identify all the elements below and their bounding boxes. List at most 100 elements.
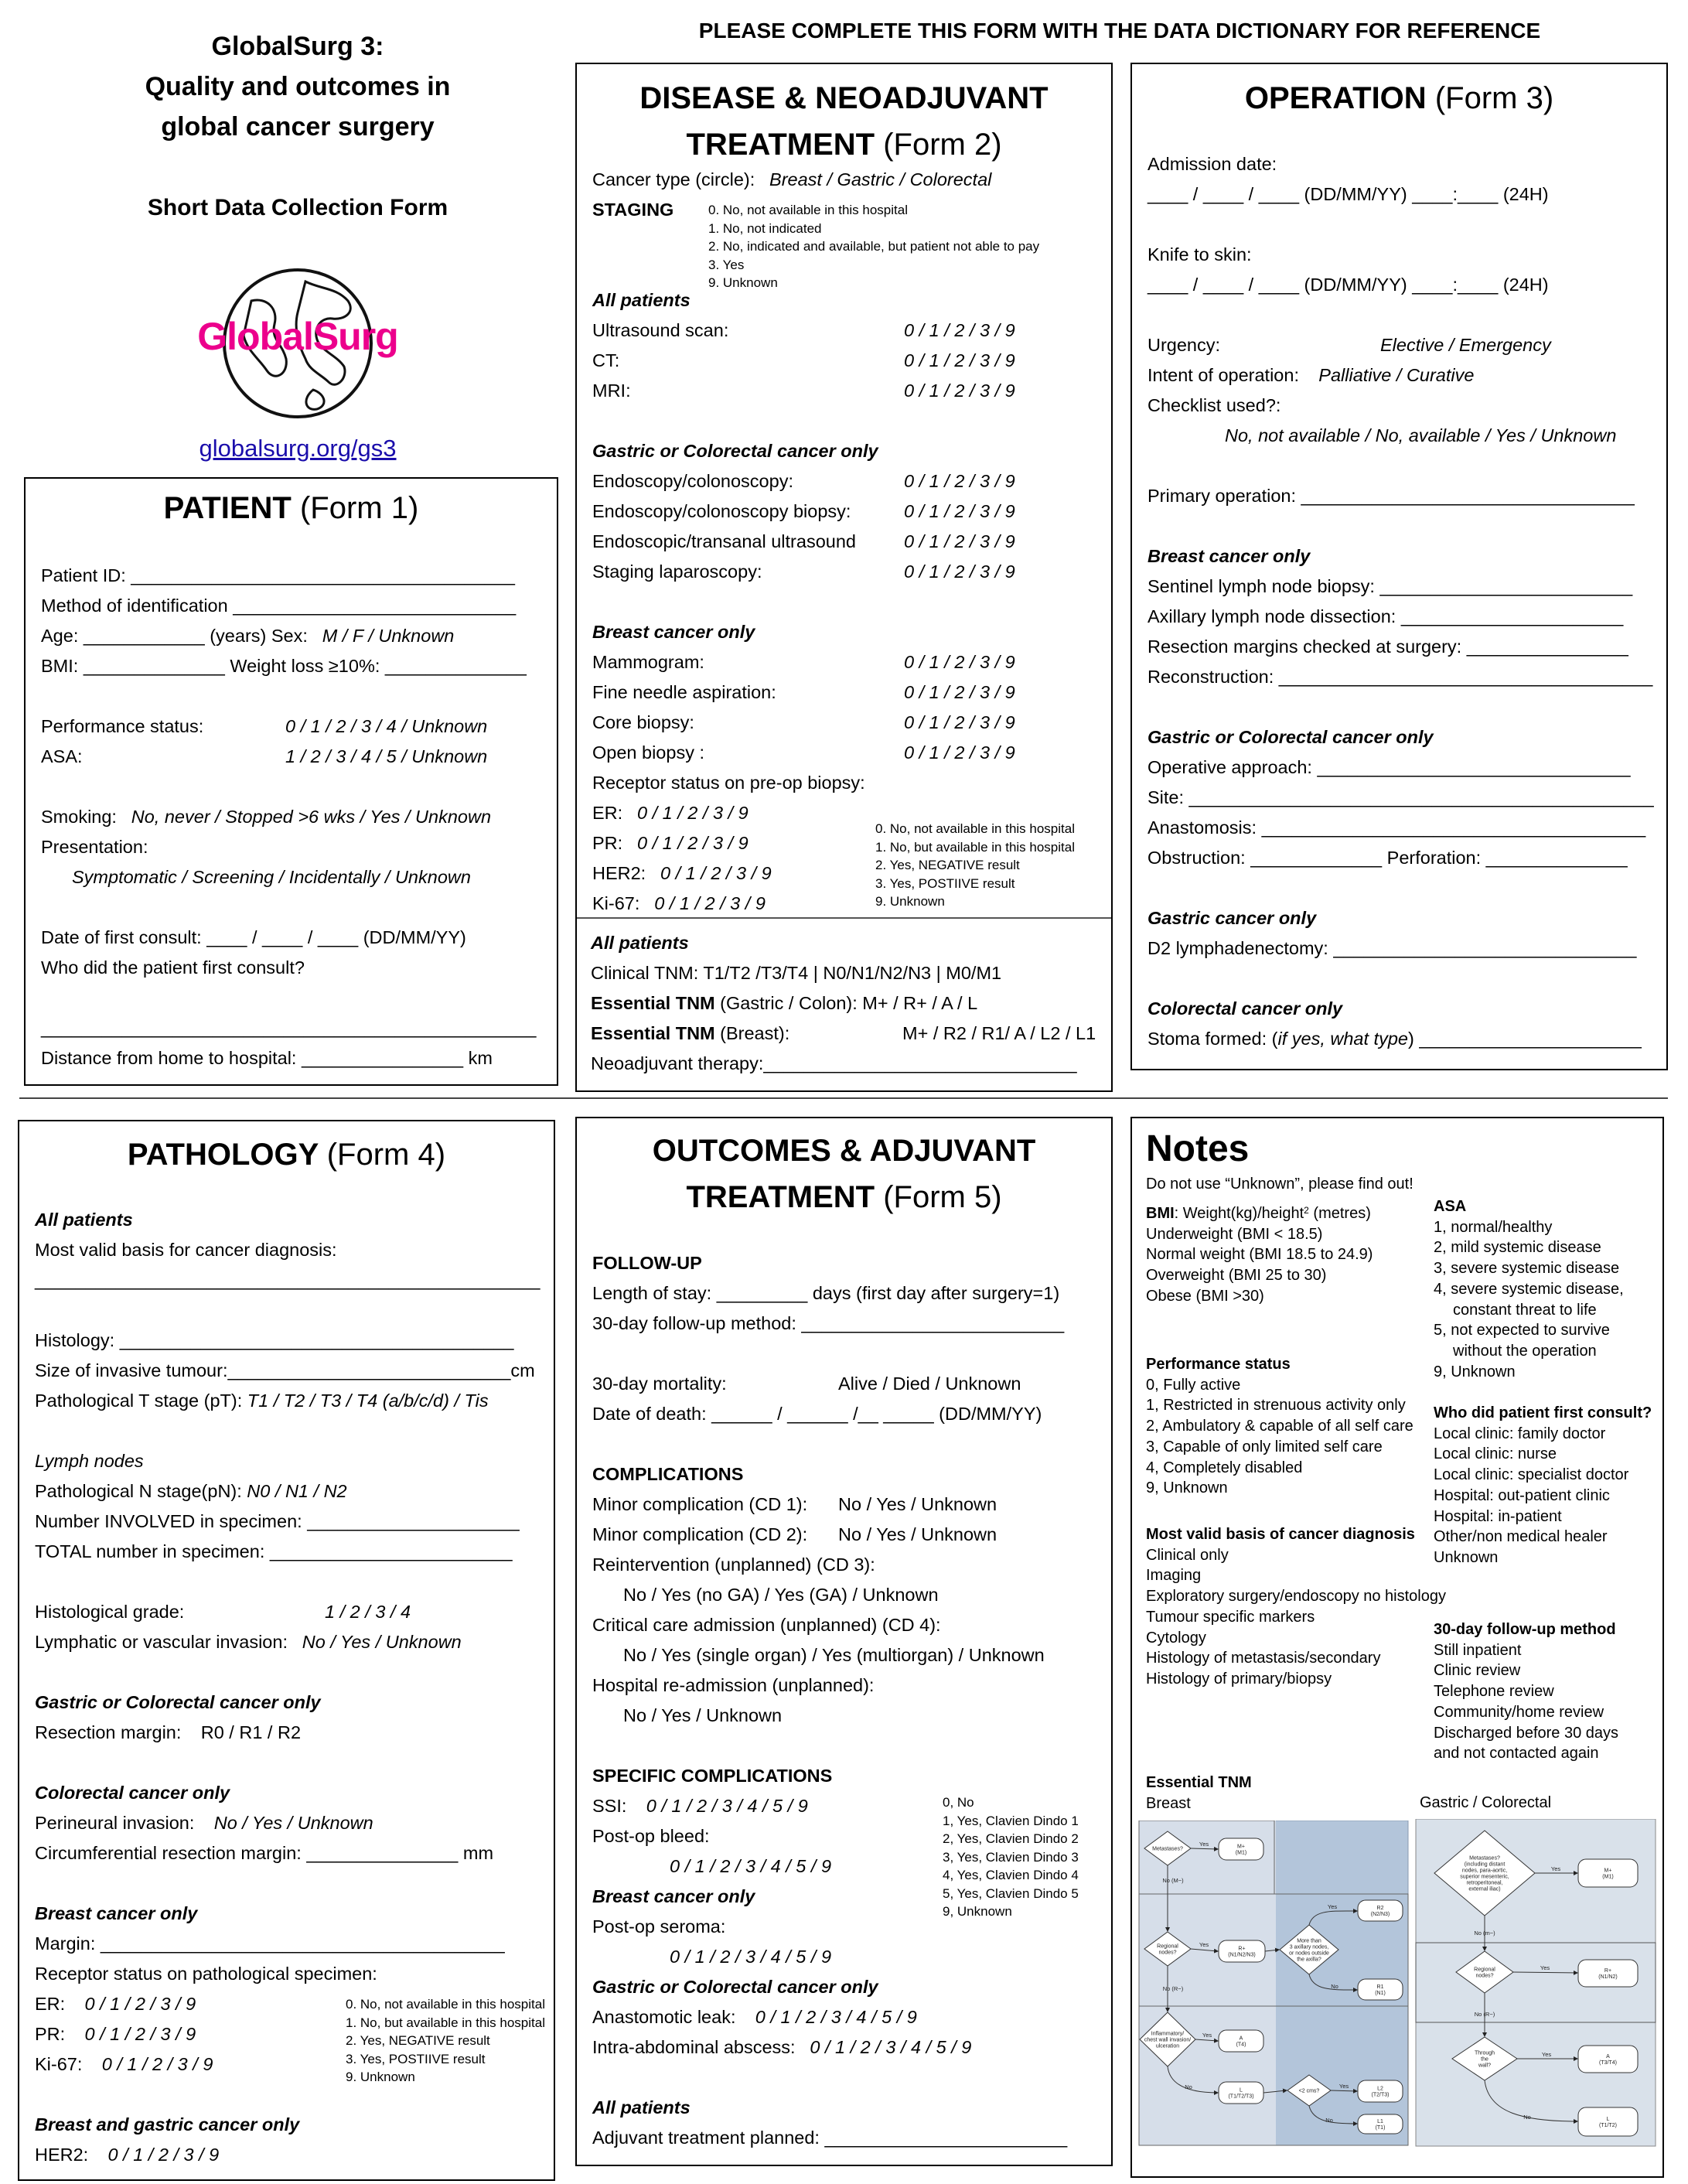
note-heading: Essential TNM (1146, 1774, 1252, 1791)
form-title: OUTCOMES & ADJUVANT TREATMENT (Form 5) (577, 1128, 1111, 1220)
field-label: Ultrasound scan: (592, 320, 729, 340)
note-item: Local clinic: family doctor (1434, 1425, 1606, 1442)
flowchart-edge-label: Yes (1202, 2032, 1212, 2039)
flowchart-node-text: or nodes outside (1289, 1951, 1329, 1957)
section-heading: SPECIFIC COMPLICATIONS (592, 1766, 833, 1786)
patient-form-panel: PATIENT (Form 1) Patient ID: ___________… (24, 477, 558, 1086)
note-item: Clinic review (1434, 1662, 1521, 1680)
field-label: Intra-abdominal abscess: (592, 2037, 796, 2057)
note-heading: Performance status (1146, 1356, 1291, 1373)
answer-code-legend: 0. No, not available in this hospital 1. … (875, 820, 1075, 911)
answer-options: 0 / 1 / 2 / 3 / 9 (904, 380, 1015, 401)
form-title-line: OPERATION (Form 3) (1132, 75, 1666, 121)
flowchart-edge-label: Yes (1551, 1865, 1560, 1872)
form-line: PR: 0 / 1 / 2 / 3 / 9 (35, 2019, 544, 2049)
field-label: PR: (592, 833, 623, 853)
form-line: Mammogram: 0 / 1 / 2 / 3 / 9 (592, 647, 1102, 677)
form-number: (Form 4) (326, 1138, 446, 1172)
note-item: 3, severe systemic disease (1434, 1260, 1620, 1278)
form-field: ____ / ____ / ____ (DD/MM/YY) ____:____ … (1147, 184, 1549, 204)
answer-code-legend: 0, No 1, Yes, Clavien Dindo 1 2, Yes, Clav… (943, 1793, 1079, 1921)
flowchart-arrow (1330, 2088, 1358, 2094)
form-line: Ki-67: 0 / 1 / 2 / 3 / 9 (592, 889, 1102, 919)
form-field: Receptor status on pre-op biopsy: (592, 773, 865, 793)
flowchart-node-text: chest wall invasion/ (1144, 2038, 1191, 2043)
flowchart-arrow (1195, 2038, 1219, 2043)
form-field: Receptor status on pathological specimen… (35, 1964, 377, 1984)
answer-options: R0 / R1 / R2 (196, 1722, 302, 1742)
form-field: Adjuvant treatment planned: ____________… (592, 2128, 1068, 2148)
note-item: Local clinic: nurse (1434, 1445, 1557, 1463)
form-line: MRI: 0 / 1 / 2 / 3 / 9 (592, 376, 1102, 406)
form-field: Number INVOLVED in specimen: ___________… (35, 1511, 520, 1531)
disease-neoadjuvant-form-panel: DISEASE & NEOADJUVANT TREATMENT (Form 2) … (575, 63, 1113, 1092)
form-line: Ki-67: 0 / 1 / 2 / 3 / 9 (35, 2049, 544, 2080)
form-line: Core biopsy: 0 / 1 / 2 / 3 / 9 (592, 708, 1102, 738)
form-field: Distance from home to hospital: ________… (41, 1048, 493, 1068)
blank-line (41, 892, 547, 923)
note-item: without the operation (1453, 1342, 1597, 1360)
note-item: Tumour specific markers (1146, 1608, 1315, 1626)
answer-options: 0 / 1 / 2 / 3 / 9 (904, 561, 1015, 582)
flowchart-node-text: the axilla? (1297, 1957, 1321, 1963)
field-label: 30-day mortality: (592, 1374, 727, 1394)
flowchart-edge-label: No (M−) (1162, 1877, 1184, 1884)
form-field: Hospital re-admission (unplanned): (592, 1675, 875, 1695)
section-heading: Lymph nodes (35, 1451, 144, 1471)
note-item: Exploratory surgery/endoscopy no histolo… (1146, 1588, 1446, 1606)
outcomes-form-panel: OUTCOMES & ADJUVANT TREATMENT (Form 5) FO… (575, 1117, 1113, 2166)
form-field: Method of identification _______________… (41, 595, 517, 616)
flowchart-outcome (1577, 2045, 1639, 2073)
flowchart-node-text: Through (1475, 2051, 1495, 2056)
note-item: Other/non medical healer (1434, 1528, 1608, 1546)
website-link[interactable]: globalsurg.org/gs3 (199, 435, 397, 462)
flowchart-band (1415, 1942, 1656, 2023)
section-heading: All patients (591, 933, 689, 953)
flowchart-edge-label: Yes (1339, 2083, 1349, 2090)
form-line: Intent of operation: Palliative / Curati… (1147, 360, 1657, 391)
app-title-line-2: Quality and outcomes in (145, 72, 451, 101)
flowchart-outcome (1357, 2080, 1403, 2103)
form-field: Most valid basis for cancer diagnosis: (35, 1240, 337, 1260)
flowchart-decision (1434, 1830, 1536, 1916)
flowchart-node-text: Metastases? (1152, 1847, 1183, 1852)
section-heading: Breast cancer only (592, 622, 755, 642)
answer-options: 0 / 1 / 2 / 3 / 4 / Unknown (285, 716, 488, 736)
field-label: ER: (35, 1994, 66, 2014)
first-consult-note: Who did patient first consult? Local clin… (1434, 1403, 1652, 1568)
form-field: Resection margins checked at surgery: __… (1147, 636, 1628, 657)
flowchart-node-text: external iliac) (1468, 1887, 1500, 1892)
form-line: CT: 0 / 1 / 2 / 3 / 9 (592, 346, 1102, 376)
field-label: ER: (592, 803, 623, 823)
answer-options: No, not available / No, available / Yes … (1225, 425, 1617, 445)
field-label: Endoscopic/transanal ultrasound (592, 531, 856, 551)
legend-item: 0. No, not available in this hospital (708, 203, 908, 217)
answer-code-legend: 0. No, not available in this hospital 1. … (708, 201, 1039, 292)
form-field: Sentinel lymph node biopsy: ____________… (1147, 576, 1633, 596)
note-item: Overweight (BMI 25 to 30) (1146, 1267, 1327, 1285)
answer-options: 0 / 1 / 2 / 3 / 9 (636, 803, 749, 823)
form-field: Circumferential resection margin: ______… (35, 1843, 494, 1863)
answer-options: M / F / Unknown (322, 626, 455, 646)
legend-item: 2. No, indicated and available, but pati… (708, 239, 1040, 254)
app-title-line-3: global cancer surgery (161, 112, 435, 142)
flowchart-node-text: ulceration (1156, 2044, 1179, 2049)
note-heading: Who did patient first consult? (1434, 1404, 1652, 1421)
answer-options: No / Yes / Unknown (623, 1705, 783, 1725)
answer-options: 0 / 1 / 2 / 3 / 9 (636, 833, 749, 853)
flowchart-band (1138, 2005, 1409, 2146)
answer-options: 0 / 1 / 2 / 3 / 9 (654, 893, 766, 913)
form-field: Length of stay: _________ days (first da… (592, 1283, 1060, 1303)
answer-options: Palliative / Curative (1313, 365, 1475, 385)
note-item: Hospital: in-patient (1434, 1507, 1562, 1525)
legend-item: 3. Yes, POSTIIVE result (346, 2051, 486, 2066)
flowchart-node-text: <2 cms? (1299, 2089, 1320, 2094)
flowchart-edge-label: No (m−) (1474, 1930, 1495, 1937)
form-line: Cancer type (circle): Breast / Gastric / … (592, 165, 1102, 195)
field-hint: N0 / N1 / N2 (241, 1481, 347, 1501)
section-heading: Gastric or Colorectal cancer only (592, 1977, 878, 1997)
globalsurg-logo-text: GlobalSurg (197, 315, 398, 358)
legend-item: 5, Yes, Clavien Dindo 5 (943, 1885, 1079, 1901)
note-item: 0, Fully active (1146, 1376, 1241, 1394)
blank-line (592, 1339, 1102, 1369)
